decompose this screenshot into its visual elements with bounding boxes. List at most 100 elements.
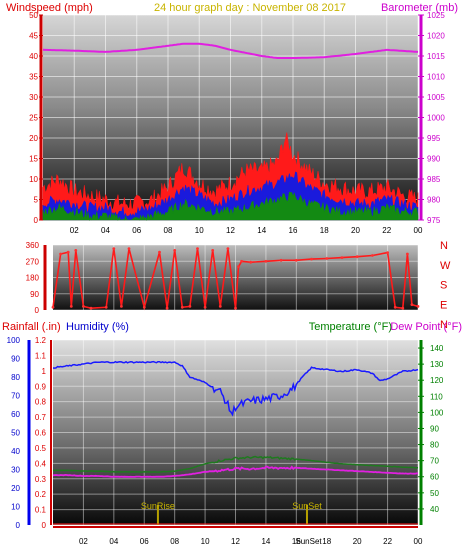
wind-direction-point: [66, 250, 70, 254]
humidity-tick-label: 90: [11, 355, 20, 364]
wind-x-tick-label: 10: [195, 226, 204, 235]
humidity-tick-label: 40: [11, 447, 20, 456]
wind-x-tick-label: 12: [226, 226, 235, 235]
wind-direction-point: [51, 305, 55, 309]
weather-x-tick-label: 22: [383, 537, 392, 546]
weather-x-tick-label: 18: [322, 537, 331, 546]
wind-direction-point: [234, 306, 237, 310]
weather-x-tick-label: 04: [109, 537, 118, 546]
weather-x-tick-label: 20: [353, 537, 362, 546]
compass-label: W: [440, 260, 451, 272]
wind-direction-point: [74, 249, 78, 252]
windspeed-tick-label: 35: [29, 73, 38, 82]
temperature-tick-label: 140: [430, 344, 444, 353]
barometer-tick-label: 980: [427, 196, 441, 205]
direction-tick-label: 90: [30, 290, 39, 299]
temperature-axis-title: Temperature (°F): [309, 321, 392, 333]
compass-label: E: [440, 299, 447, 311]
rainfall-tick-label: 1.1: [35, 351, 47, 360]
direction-tick-label: 360: [26, 241, 40, 250]
temperature-tick-label: 100: [430, 408, 444, 417]
wind-direction-point: [82, 305, 85, 308]
temperature-tick-label: 120: [430, 376, 444, 385]
humidity-tick-label: 80: [11, 373, 20, 382]
wind-x-tick-label: 02: [70, 226, 79, 235]
wind-direction-point: [416, 305, 420, 308]
rainfall-tick-label: 0.5: [35, 444, 47, 453]
wind-x-tick-label: 20: [351, 226, 360, 235]
weather-x-tick-label: 14: [261, 537, 270, 546]
wind-average-area: [42, 171, 419, 221]
barometer-tick-label: 990: [427, 155, 441, 164]
rainfall-tick-label: 0.1: [35, 506, 47, 515]
compass-label: N: [440, 319, 448, 331]
humidity-tick-label: 20: [11, 484, 20, 493]
temperature-tick-label: 70: [430, 457, 439, 466]
humidity-tick-label: 70: [11, 392, 20, 401]
sun-marker-label: SunSet: [292, 501, 322, 511]
wind-direction-point: [371, 254, 374, 257]
wind-x-tick-label: 00: [414, 226, 423, 235]
temperature-tick-label: 90: [430, 424, 439, 433]
weather-x-tick-label: 06: [140, 537, 149, 546]
compass-label: N: [440, 240, 448, 252]
windspeed-tick-label: 5: [34, 196, 39, 205]
wind-direction-point: [325, 257, 329, 260]
humidity-tick-label: 100: [7, 336, 21, 345]
wind-direction-point: [120, 305, 123, 308]
wind-barometer-grid: [43, 14, 419, 221]
wind-direction-point: [393, 305, 397, 309]
wind-direction-point: [180, 305, 184, 309]
wind-direction-point: [218, 305, 222, 308]
weather-x-tick-label: 08: [170, 537, 179, 546]
wind-barometer-panel: 0510152025303540455097598098599099510001…: [29, 11, 445, 235]
windspeed-tick-label: 15: [29, 155, 38, 164]
humidity-tick-label: 60: [11, 410, 20, 419]
weather-x-tick-label: 12: [231, 537, 240, 546]
weather-x-tick-label: 00: [414, 537, 423, 546]
direction-tick-label: 270: [26, 257, 40, 266]
wind-direction-point: [355, 255, 359, 259]
wind-direction-point: [406, 252, 409, 256]
barometer-tick-label: 1010: [427, 73, 445, 82]
rainfall-tick-label: 1.2: [35, 336, 47, 345]
wind-direction-point: [237, 265, 240, 269]
temperature-tick-label: 40: [430, 505, 439, 514]
humidity-tick-label: 30: [11, 466, 20, 475]
compass-label: S: [440, 280, 447, 292]
rainfall-axis-title: Rainfall (.in): [2, 321, 61, 333]
wind-direction-point: [173, 249, 177, 252]
wind-x-tick-label: 08: [164, 226, 173, 235]
wind-direction-point: [69, 305, 73, 308]
wind-x-tick-label: 06: [132, 226, 141, 235]
weather-x-tick-label: 10: [201, 537, 210, 546]
rain-humidity-temp-series: SunRise SunSet: [52, 360, 419, 525]
rainfall-tick-label: 0.3: [35, 475, 47, 484]
rainfall-tick-label: 1: [42, 367, 47, 376]
wind-direction-point: [158, 250, 161, 254]
windspeed-tick-label: 0: [34, 216, 39, 225]
wind-direction-point: [203, 305, 207, 309]
wind-direction-point: [294, 258, 298, 262]
wind-direction-point: [112, 247, 116, 251]
windspeed-tick-label: 45: [29, 32, 38, 41]
wind-direction-point: [188, 305, 192, 308]
dewpoint-line: [52, 465, 419, 478]
windspeed-tick-label: 20: [29, 134, 38, 143]
wind-direction-point: [104, 305, 108, 309]
dewpoint-axis-title: Dew Point (°F): [390, 321, 462, 333]
wind-barometer-axes: 0510152025303540455097598098599099510001…: [29, 11, 445, 235]
wind-direction-line: [52, 248, 419, 311]
wind-direction-point: [249, 260, 253, 264]
wind-direction-point: [386, 251, 389, 255]
windspeed-tick-label: 40: [29, 52, 38, 61]
windspeed-axis-title: Windspeed (mph): [6, 2, 93, 14]
barometer-tick-label: 1005: [427, 93, 445, 102]
temperature-tick-label: 110: [430, 392, 443, 401]
wind-direction-point: [340, 256, 344, 259]
wind-direction-point: [127, 247, 131, 251]
rain-humidity-temp-panel: SunRise SunSet 00.10.20.30.40.50.60.70.80…: [7, 336, 444, 546]
rainfall-tick-label: 0.7: [35, 413, 47, 422]
wind-x-tick-label: 16: [289, 226, 298, 235]
